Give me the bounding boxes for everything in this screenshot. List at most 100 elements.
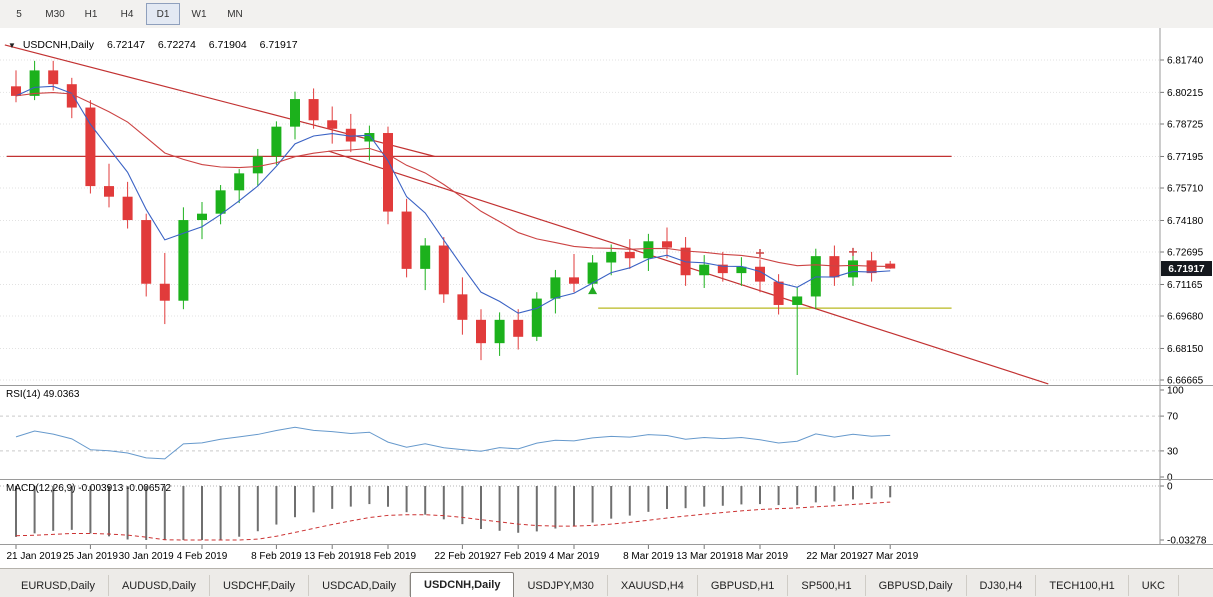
chart-tab-EURUSD-Daily[interactable]: EURUSD,Daily [8, 575, 109, 596]
candle [178, 220, 189, 301]
candle [66, 84, 77, 108]
svg-text:13 Feb 2019: 13 Feb 2019 [304, 551, 361, 562]
candle [569, 277, 579, 284]
price-cross-marker [756, 248, 764, 257]
timeframe-button-M30[interactable]: M30 [45, 8, 65, 20]
timeframe-button-MN[interactable]: MN [227, 8, 243, 20]
candle [327, 120, 338, 129]
candle [810, 256, 821, 297]
rsi-indicator-label: RSI(14) 49.0363 [6, 389, 80, 400]
candle [513, 319, 524, 337]
svg-text:6.81740: 6.81740 [1167, 56, 1204, 67]
svg-text:4 Feb 2019: 4 Feb 2019 [177, 551, 228, 562]
rsi-pane: 100 70 30 0 [0, 386, 1184, 484]
candle [773, 281, 784, 305]
candle [141, 220, 152, 284]
candle [159, 283, 170, 301]
svg-text:6.68150: 6.68150 [1167, 344, 1204, 355]
svg-text:-0.03278: -0.03278 [1167, 536, 1207, 547]
svg-text:27 Feb 2019: 27 Feb 2019 [490, 551, 547, 562]
macd-indicator-label: MACD(12,26,9) -0.003913 -0.006572 [6, 483, 172, 494]
svg-text:0: 0 [1167, 473, 1173, 484]
candle [271, 126, 282, 157]
candle [717, 264, 728, 274]
fast-ma-line [15, 85, 891, 314]
timeframe-button-5[interactable]: 5 [16, 8, 22, 20]
candle [736, 266, 747, 274]
candle [662, 241, 672, 248]
candle [829, 256, 840, 278]
svg-text:6.66665: 6.66665 [1167, 376, 1204, 387]
timeframe-button-W1[interactable]: W1 [191, 8, 207, 20]
svg-text:4 Mar 2019: 4 Mar 2019 [549, 551, 600, 562]
candle [215, 190, 226, 214]
timeframe-button-H4[interactable]: H4 [120, 8, 134, 20]
chart-tab-USDJPY-M30[interactable]: USDJPY,M30 [514, 575, 608, 596]
current-price-badge: 6.71917 [1161, 261, 1212, 277]
chart-tab-USDCHF-Daily[interactable]: USDCHF,Daily [210, 575, 310, 596]
descending-trendline-upper[interactable] [4, 44, 435, 157]
candle [345, 128, 356, 142]
chart-canvas[interactable]: 6.81740 6.80215 6.78725 6.77195 6.75710 6.741… [0, 28, 1213, 568]
chart-tab-UKC[interactable]: UKC [1129, 575, 1179, 596]
chart-tab-GBPUSD-Daily[interactable]: GBPUSD,Daily [866, 575, 967, 596]
svg-text:22 Feb 2019: 22 Feb 2019 [434, 551, 491, 562]
candle [420, 245, 431, 269]
svg-text:30: 30 [1167, 446, 1179, 457]
svg-text:8 Feb 2019: 8 Feb 2019 [251, 551, 302, 562]
candle [383, 133, 393, 212]
chart-tab-XAUUSD-H4[interactable]: XAUUSD,H4 [608, 575, 698, 596]
candle [308, 99, 319, 121]
candle [866, 260, 877, 274]
candle [29, 70, 40, 96]
svg-text:6.78725: 6.78725 [1167, 120, 1204, 131]
svg-text:70: 70 [1167, 412, 1179, 423]
svg-text:6.71165: 6.71165 [1167, 280, 1203, 291]
candle [364, 133, 375, 142]
chart-tab-GBPUSD-H1[interactable]: GBPUSD,H1 [698, 575, 789, 596]
candle [457, 294, 468, 320]
chart-tab-USDCAD-Daily[interactable]: USDCAD,Daily [309, 575, 411, 596]
svg-text:27 Mar 2019: 27 Mar 2019 [862, 551, 919, 562]
candle [197, 213, 207, 221]
candle [85, 107, 96, 187]
chart-tab-USDCNH-Daily[interactable]: USDCNH,Daily [410, 572, 515, 597]
ohlc-open: 6.72147 [106, 39, 145, 51]
svg-text:30 Jan 2019: 30 Jan 2019 [119, 551, 174, 562]
candle [848, 260, 858, 278]
svg-text:25 Jan 2019: 25 Jan 2019 [63, 551, 118, 562]
candle [122, 196, 133, 221]
chart-tab-AUDUSD-Daily[interactable]: AUDUSD,Daily [109, 575, 210, 596]
rsi-line [15, 426, 891, 460]
candle [550, 277, 561, 299]
candlestick-series [11, 60, 896, 376]
candle [606, 251, 617, 263]
chart-tab-TECH100-H1[interactable]: TECH100,H1 [1036, 575, 1129, 596]
chart-region[interactable]: 6.81740 6.80215 6.78725 6.77195 6.75710 6.741… [0, 28, 1213, 568]
chart-tabs-bar: EURUSD,Daily AUDUSD,Daily USDCHF,Daily USDC… [0, 568, 1213, 597]
ohlc-close: 6.71917 [259, 39, 298, 51]
candle [401, 211, 412, 269]
chart-tab-DJ30-H4[interactable]: DJ30,H4 [967, 575, 1037, 596]
chart-tab-SP500-H1[interactable]: SP500,H1 [788, 575, 866, 596]
svg-text:6.72695: 6.72695 [1167, 248, 1204, 259]
svg-text:21 Jan 2019: 21 Jan 2019 [6, 551, 61, 562]
ohlc-low: 6.71904 [208, 39, 247, 51]
price-axis: 6.81740 6.80215 6.78725 6.77195 6.75710 6.741… [1160, 56, 1204, 387]
candle [587, 262, 598, 284]
candle [290, 99, 300, 127]
svg-text:6.71917: 6.71917 [1168, 264, 1205, 275]
svg-text:0: 0 [1167, 482, 1173, 493]
candle [792, 296, 803, 305]
candle [48, 70, 59, 85]
date-axis: 21 Jan 2019 25 Jan 2019 30 Jan 2019 4 Feb 2… [6, 545, 919, 562]
svg-text:6.69680: 6.69680 [1167, 312, 1204, 323]
macd-pane: 0 -0.03278 [0, 482, 1207, 547]
candle [643, 241, 654, 259]
timeframe-button-H1[interactable]: H1 [84, 8, 98, 20]
candle [624, 251, 635, 259]
timeframe-button-D1[interactable]: D1 [146, 3, 180, 25]
svg-text:6.74180: 6.74180 [1167, 216, 1204, 227]
candle [234, 173, 245, 191]
